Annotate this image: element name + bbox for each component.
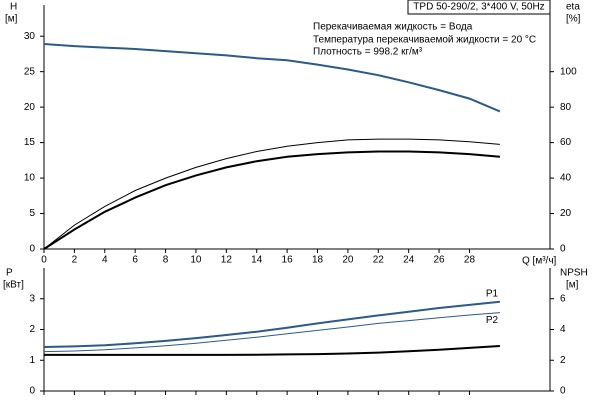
curve: [43, 312, 500, 353]
y-tick-label: 3: [29, 293, 35, 304]
annotation: Перекачиваемая жидкость = Вода: [313, 22, 473, 33]
y-tick-label: 20: [24, 102, 36, 113]
curve: [43, 138, 500, 250]
x-tick-label: 10: [190, 255, 202, 266]
y2-tick-label: 100: [560, 66, 577, 77]
x-tick-label: 6: [132, 255, 138, 266]
y2-tick-label: 0: [560, 386, 566, 397]
x-tick-label: 12: [221, 255, 233, 266]
y2-tick-label: 60: [560, 137, 572, 148]
model-label: TPD 50-290/2, 3*400 V, 50Hz: [413, 2, 544, 13]
x-tick-label: 2: [72, 255, 78, 266]
curve: [44, 345, 500, 356]
curve-label: P1: [486, 288, 499, 299]
y-tick-label: 2: [29, 324, 35, 335]
x-tick-label: 22: [373, 255, 385, 266]
y-tick-label: 0: [29, 244, 35, 255]
y2-tick-label: 6: [560, 293, 566, 304]
y-tick-label: 30: [24, 31, 36, 42]
x-tick-label: 4: [102, 255, 108, 266]
x-tick-label: 28: [464, 255, 476, 266]
x-tick-label: 14: [251, 255, 263, 266]
annotation: Температура перекачиваемой жидкости = 20…: [313, 35, 536, 46]
x-tick-label: 20: [342, 255, 354, 266]
y2-axis-label: NPSH: [560, 268, 588, 279]
y-axis-label: [кВт]: [3, 280, 24, 291]
curve: [43, 43, 501, 113]
y2-tick-label: 4: [560, 324, 566, 335]
curve: [43, 300, 501, 348]
y2-axis-label: eta: [566, 2, 580, 13]
x-tick-label: 0: [41, 255, 47, 266]
annotation: Плотность = 998.2 кг/м³: [313, 47, 423, 58]
x-tick-label: 8: [163, 255, 169, 266]
x-axis-label: Q [м³/ч]: [522, 256, 557, 267]
y2-axis-label: [м]: [566, 280, 579, 291]
curve-label: P2: [486, 315, 499, 326]
y2-tick-label: 80: [560, 102, 572, 113]
y-axis-label: [м]: [5, 14, 18, 25]
y-tick-label: 0: [29, 386, 35, 397]
x-tick-label: 24: [403, 255, 415, 266]
y-tick-label: 10: [24, 173, 36, 184]
y-tick-label: 5: [29, 208, 35, 219]
y2-axis-label: [%]: [566, 14, 581, 25]
x-tick-label: 18: [312, 255, 324, 266]
y-tick-label: 15: [24, 137, 36, 148]
y2-tick-label: 40: [560, 173, 572, 184]
y2-tick-label: 0: [560, 244, 566, 255]
y-tick-label: 1: [29, 355, 35, 366]
y2-tick-label: 20: [560, 208, 572, 219]
x-tick-label: 26: [434, 255, 446, 266]
y2-tick-label: 2: [560, 355, 566, 366]
curve: [43, 150, 500, 250]
y-tick-label: 25: [24, 66, 36, 77]
y-axis-label: H: [10, 2, 17, 13]
x-tick-label: 16: [282, 255, 294, 266]
y-axis-label: P: [6, 268, 13, 279]
